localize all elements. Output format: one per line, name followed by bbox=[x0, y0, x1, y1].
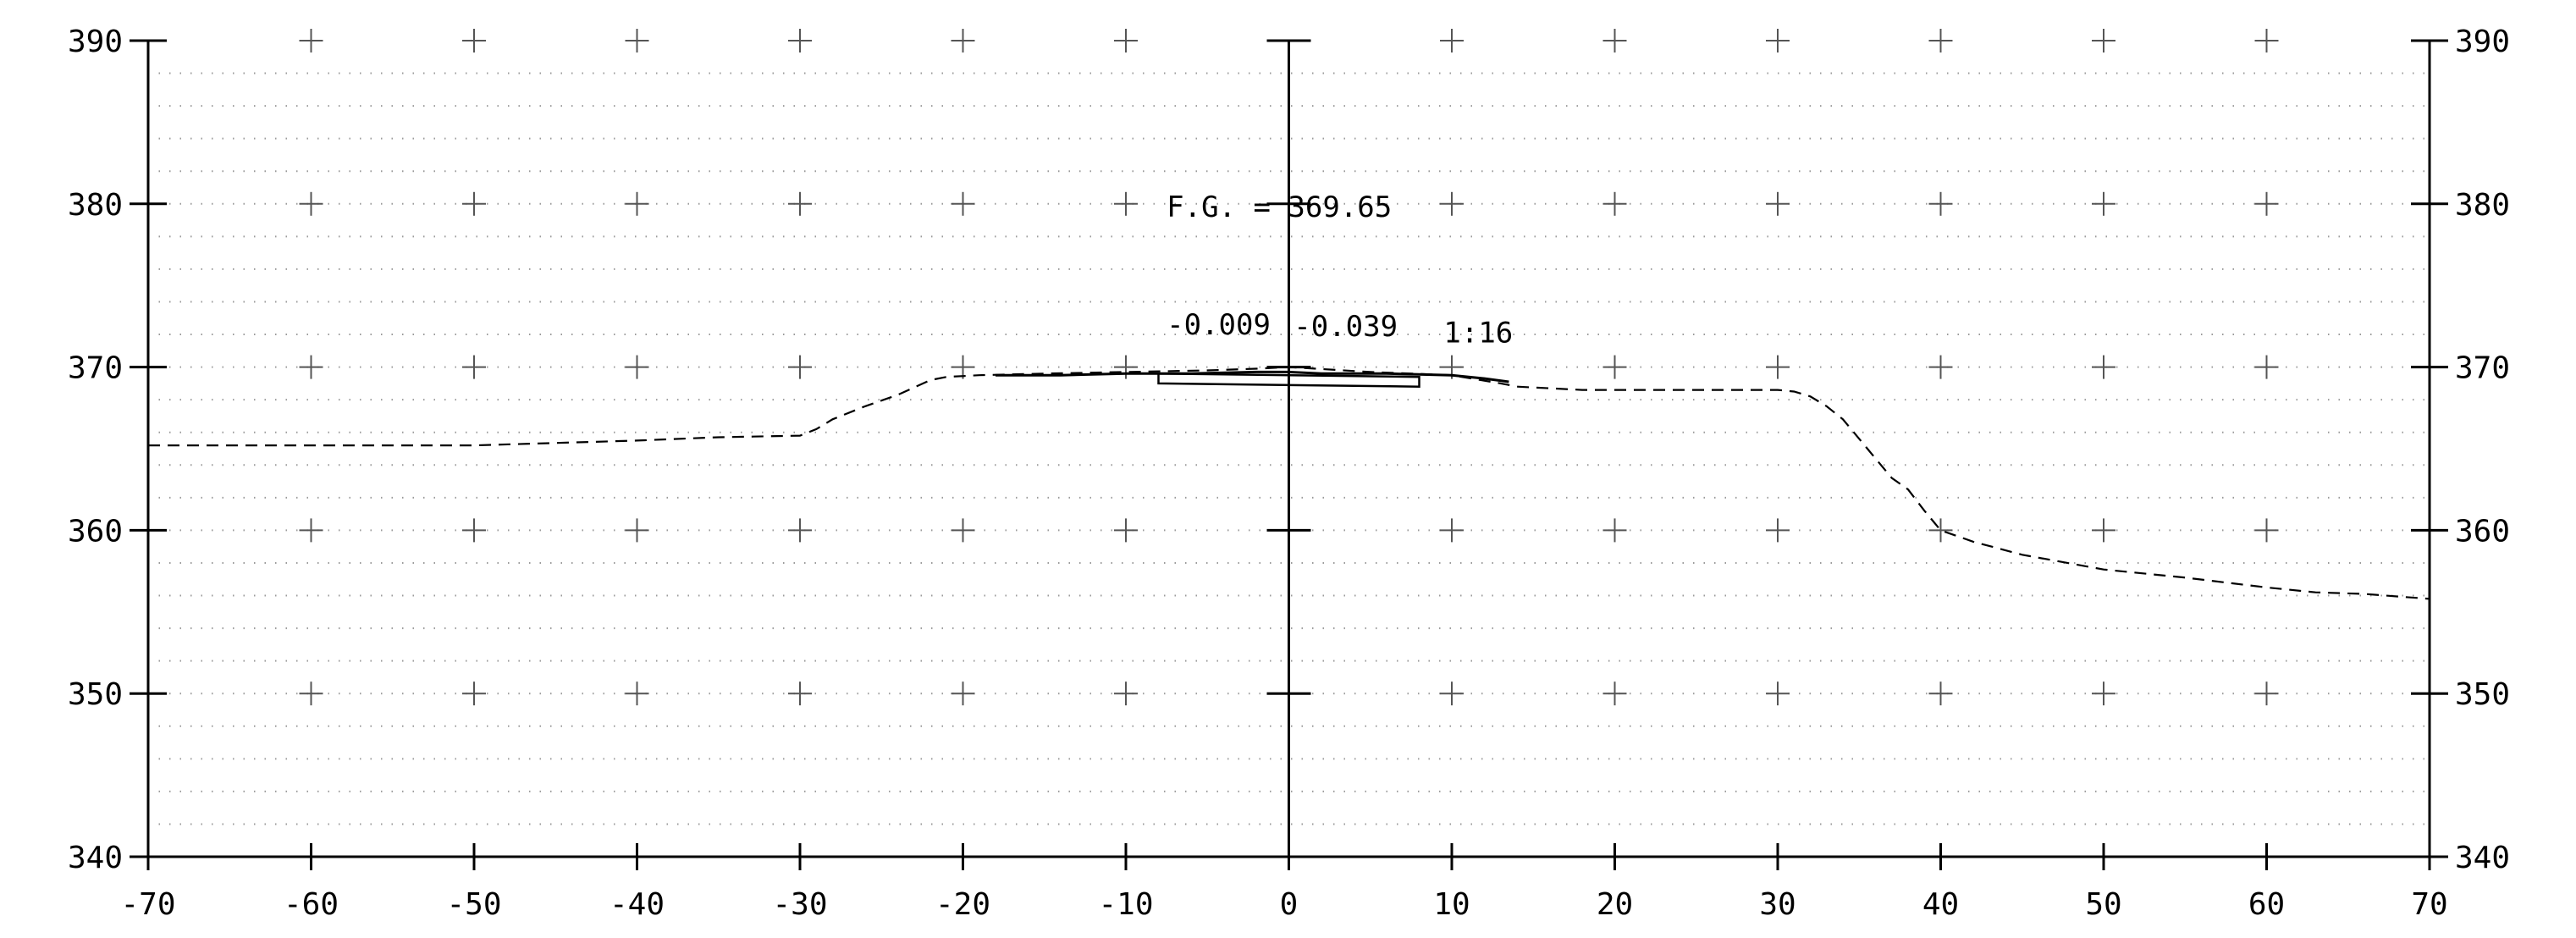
x-tick-label: 70 bbox=[2411, 887, 2447, 922]
axes bbox=[130, 39, 2448, 870]
x-tick-label: -40 bbox=[610, 887, 665, 922]
x-tick-label: 40 bbox=[1922, 887, 1959, 922]
x-tick-label: 20 bbox=[1597, 887, 1633, 922]
x-tick-label: 50 bbox=[2085, 887, 2121, 922]
x-tick-label: -60 bbox=[284, 887, 339, 922]
pavement-box bbox=[1157, 372, 1420, 388]
y-tick-label-right: 360 bbox=[2455, 514, 2510, 549]
finished-grade-line bbox=[996, 370, 1509, 383]
existing-ground-line bbox=[148, 366, 2430, 600]
x-tick-label: 0 bbox=[1280, 887, 1299, 922]
y-tick-label-left: 360 bbox=[68, 514, 123, 549]
x-tick-label: -50 bbox=[446, 887, 501, 922]
y-tick-label-left: 350 bbox=[68, 677, 123, 712]
y-tick-label-left: 390 bbox=[68, 25, 123, 59]
x-tick-label: 60 bbox=[2248, 887, 2285, 922]
annotation-label: -0.039 bbox=[1294, 310, 1398, 344]
annotation-label: F.G. = 369.65 bbox=[1167, 190, 1392, 224]
y-tick-label-left: 340 bbox=[68, 841, 123, 875]
y-tick-label-left: 370 bbox=[68, 351, 123, 386]
x-tick-label: -30 bbox=[772, 887, 827, 922]
grid-crosses bbox=[299, 29, 2279, 706]
y-tick-label-right: 390 bbox=[2455, 25, 2510, 59]
x-tick-label: -20 bbox=[935, 887, 990, 922]
x-tick-label: -70 bbox=[120, 887, 175, 922]
annotation-layer: F.G. = 369.65 -0.009 -0.039 1:16 bbox=[1167, 190, 1513, 350]
y-tick-label-right: 340 bbox=[2455, 841, 2510, 875]
y-tick-label-right: 380 bbox=[2455, 188, 2510, 223]
x-tick-label: 30 bbox=[1759, 887, 1795, 922]
y-tick-label-right: 350 bbox=[2455, 677, 2510, 712]
x-tick-label: -10 bbox=[1098, 887, 1153, 922]
annotation-label: -0.009 bbox=[1167, 308, 1271, 342]
series-layer bbox=[148, 366, 2430, 600]
y-tick-label-right: 370 bbox=[2455, 351, 2510, 386]
annotation-label: 1:16 bbox=[1443, 317, 1513, 350]
x-tick-label: 10 bbox=[1433, 887, 1470, 922]
y-tick-label-left: 380 bbox=[68, 188, 123, 223]
tick-labels: 340 340 350 350 360 360 370 370 380 380 390 390 -70 -… bbox=[68, 25, 2510, 922]
